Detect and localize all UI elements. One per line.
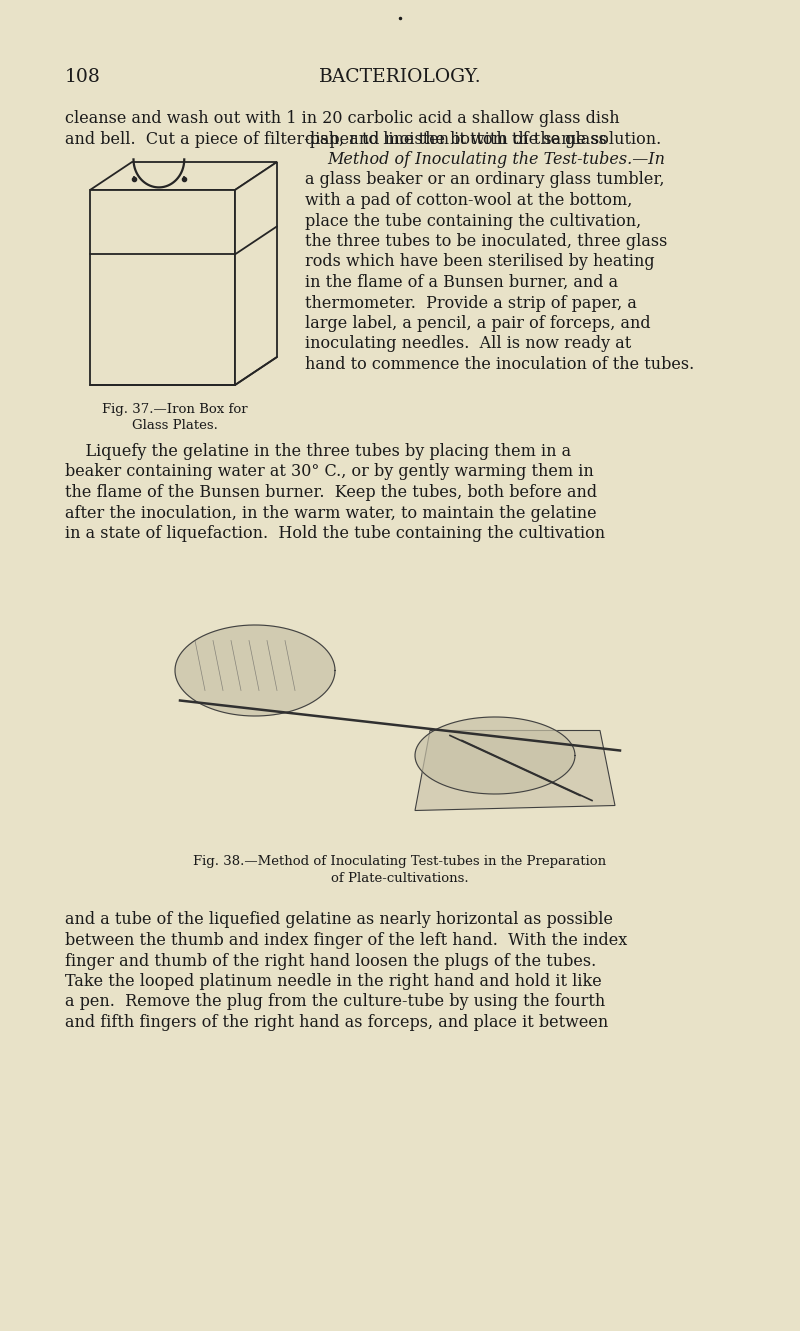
Text: with a pad of cotton-wool at the bottom,: with a pad of cotton-wool at the bottom, (305, 192, 632, 209)
Text: the three tubes to be inoculated, three glass: the three tubes to be inoculated, three … (305, 233, 667, 250)
Text: Method of Inoculating the Test-tubes.—In: Method of Inoculating the Test-tubes.—In (327, 150, 665, 168)
Text: thermometer.  Provide a strip of paper, a: thermometer. Provide a strip of paper, a (305, 294, 637, 311)
Text: Liquefy the gelatine in the three tubes by placing them in a: Liquefy the gelatine in the three tubes … (65, 443, 571, 461)
Text: 108: 108 (65, 68, 101, 87)
Polygon shape (90, 190, 235, 385)
Text: Take the looped platinum needle in the right hand and hold it like: Take the looped platinum needle in the r… (65, 973, 602, 990)
Text: the flame of the Bunsen burner.  Keep the tubes, both before and: the flame of the Bunsen burner. Keep the… (65, 484, 597, 500)
Text: dish, and moisten it with the same solution.: dish, and moisten it with the same solut… (305, 130, 662, 148)
Polygon shape (175, 626, 335, 716)
Bar (65, 575, 735, 836)
Text: after the inoculation, in the warm water, to maintain the gelatine: after the inoculation, in the warm water… (65, 504, 597, 522)
Text: place the tube containing the cultivation,: place the tube containing the cultivatio… (305, 213, 642, 229)
Polygon shape (415, 731, 615, 811)
Text: and a tube of the liquefied gelatine as nearly horizontal as possible: and a tube of the liquefied gelatine as … (65, 912, 613, 929)
Text: large label, a pencil, a pair of forceps, and: large label, a pencil, a pair of forceps… (305, 315, 650, 331)
Text: in the flame of a Bunsen burner, and a: in the flame of a Bunsen burner, and a (305, 274, 618, 291)
Text: hand to commence the inoculation of the tubes.: hand to commence the inoculation of the … (305, 355, 694, 373)
Polygon shape (235, 162, 277, 385)
Text: Fig. 37.—Iron Box for: Fig. 37.—Iron Box for (102, 403, 248, 417)
Text: a pen.  Remove the plug from the culture-tube by using the fourth: a pen. Remove the plug from the culture-… (65, 993, 606, 1010)
Text: cleanse and wash out with 1 in 20 carbolic acid a shallow glass dish: cleanse and wash out with 1 in 20 carbol… (65, 110, 620, 126)
Polygon shape (415, 717, 575, 795)
Text: finger and thumb of the right hand loosen the plugs of the tubes.: finger and thumb of the right hand loose… (65, 953, 596, 969)
Polygon shape (90, 162, 277, 190)
Text: of Plate-cultivations.: of Plate-cultivations. (331, 873, 469, 885)
Text: beaker containing water at 30° C., or by gently warming them in: beaker containing water at 30° C., or by… (65, 463, 594, 480)
Text: Glass Plates.: Glass Plates. (132, 419, 218, 433)
Text: and bell.  Cut a piece of filter-paper to line the bottom of the glass: and bell. Cut a piece of filter-paper to… (65, 130, 606, 148)
Text: in a state of liquefaction.  Hold the tube containing the cultivation: in a state of liquefaction. Hold the tub… (65, 524, 605, 542)
Text: rods which have been sterilised by heating: rods which have been sterilised by heati… (305, 253, 654, 270)
Text: and fifth fingers of the right hand as forceps, and place it between: and fifth fingers of the right hand as f… (65, 1014, 608, 1032)
Text: Fig. 38.—Method of Inoculating Test-tubes in the Preparation: Fig. 38.—Method of Inoculating Test-tube… (194, 856, 606, 869)
Text: between the thumb and index finger of the left hand.  With the index: between the thumb and index finger of th… (65, 932, 627, 949)
Text: a glass beaker or an ordinary glass tumbler,: a glass beaker or an ordinary glass tumb… (305, 172, 665, 189)
Text: inoculating needles.  All is now ready at: inoculating needles. All is now ready at (305, 335, 631, 353)
Text: BACTERIOLOGY.: BACTERIOLOGY. (318, 68, 482, 87)
